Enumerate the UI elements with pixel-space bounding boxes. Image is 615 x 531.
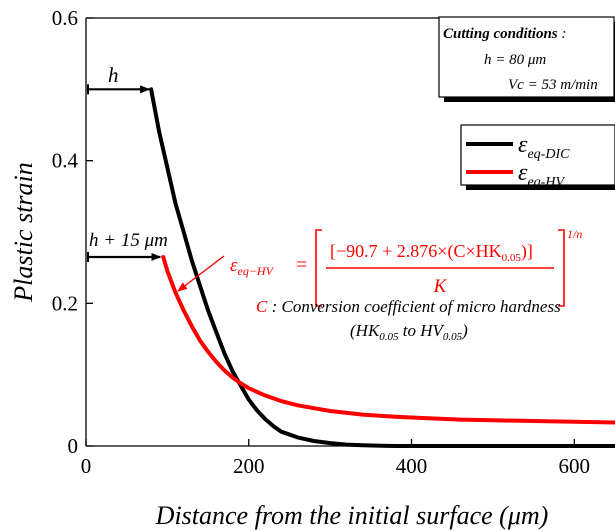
h-annotation-label: h bbox=[108, 63, 119, 87]
y-tick-label-3: 0.6 bbox=[52, 6, 78, 30]
conversion-line2-c: ) bbox=[461, 321, 468, 340]
cutting-box-line2: Vc = 53 m/min bbox=[508, 77, 598, 93]
conversion-line2-sub1: 0.05 bbox=[379, 331, 399, 343]
x-tick-label-3: 600 bbox=[559, 454, 591, 478]
y-tick-label-0: 0 bbox=[68, 434, 79, 458]
legend: εeq-DIC εeq-HV bbox=[460, 124, 615, 190]
cutting-conditions-box: Cutting conditions : h = 80 μm Vc = 53 m… bbox=[438, 16, 615, 102]
formula: εeq−HV = [−90.7 + 2.876×(C×HK0.05)] K 1/… bbox=[230, 227, 582, 307]
cutting-box-frame bbox=[438, 16, 615, 98]
svg-text:[−90.7 + 2.876×(C×HK0.05)]: [−90.7 + 2.876×(C×HK0.05)] bbox=[330, 241, 533, 264]
formula-pointer-arrow bbox=[177, 255, 225, 292]
formula-lhs-main: ε bbox=[230, 255, 238, 276]
conversion-line2-sub2: 0.05 bbox=[443, 331, 463, 343]
svg-text:εeq-HV: εeq-HV bbox=[518, 160, 565, 190]
svg-text:εeq−HV: εeq−HV bbox=[230, 255, 275, 278]
svg-text:(HK0.05 to HV0.05): (HK0.05 to HV0.05) bbox=[350, 321, 468, 343]
formula-lhs-sub: eq−HV bbox=[238, 264, 275, 278]
legend-label-hv-sub: eq-HV bbox=[527, 175, 565, 190]
axis-tick-labels: 0 200 400 600 0 0.2 0.4 0.6 bbox=[52, 6, 590, 478]
x-tick-label-1: 200 bbox=[233, 454, 265, 478]
series-layer bbox=[149, 87, 615, 448]
formula-numerator-sub: 0.05 bbox=[502, 252, 522, 264]
cutting-box-title-suffix: : bbox=[558, 26, 567, 42]
legend-label-dic-main: ε bbox=[518, 132, 528, 158]
conversion-text: : Conversion coefficient of micro hardne… bbox=[267, 297, 561, 316]
h15-annotation-label: h + 15 μm bbox=[89, 230, 168, 251]
series-line-1 bbox=[161, 255, 615, 425]
conversion-line2-a: (HK bbox=[350, 321, 381, 340]
x-tick-label-2: 400 bbox=[396, 454, 428, 478]
formula-outer-bracket-left bbox=[315, 229, 322, 307]
svg-text:Cutting conditions :: Cutting conditions : bbox=[443, 26, 566, 42]
formula-exponent: 1/n bbox=[567, 227, 582, 241]
conversion-line2-b: to HV bbox=[399, 321, 446, 340]
svg-text:εeq-DIC: εeq-DIC bbox=[518, 132, 570, 162]
y-axis-label: Plastic strain bbox=[9, 162, 38, 302]
legend-label-hv-main: ε bbox=[518, 160, 528, 186]
y-tick-label-2: 0.4 bbox=[52, 149, 79, 173]
cutting-box-title: Cutting conditions bbox=[443, 26, 558, 42]
conversion-c: C bbox=[256, 297, 268, 316]
svg-text:C : Conversion coefficient of: C : Conversion coefficient of micro hard… bbox=[256, 297, 561, 316]
formula-outer-bracket-right bbox=[558, 229, 565, 307]
x-axis-label: Distance from the initial surface (μm) bbox=[155, 501, 549, 530]
legend-label-dic-sub: eq-DIC bbox=[527, 147, 570, 162]
formula-numerator: [−90.7 + 2.876×(C×HK bbox=[330, 241, 502, 262]
formula-denominator: K bbox=[433, 276, 448, 297]
legend-frame bbox=[460, 124, 615, 186]
cutting-box-line1: h = 80 μm bbox=[484, 52, 546, 68]
formula-equals: = bbox=[296, 254, 307, 276]
series-line-0 bbox=[149, 87, 615, 448]
formula-numerator-close: )] bbox=[521, 241, 533, 262]
x-tick-label-0: 0 bbox=[81, 454, 92, 478]
y-tick-label-1: 0.2 bbox=[52, 291, 78, 315]
